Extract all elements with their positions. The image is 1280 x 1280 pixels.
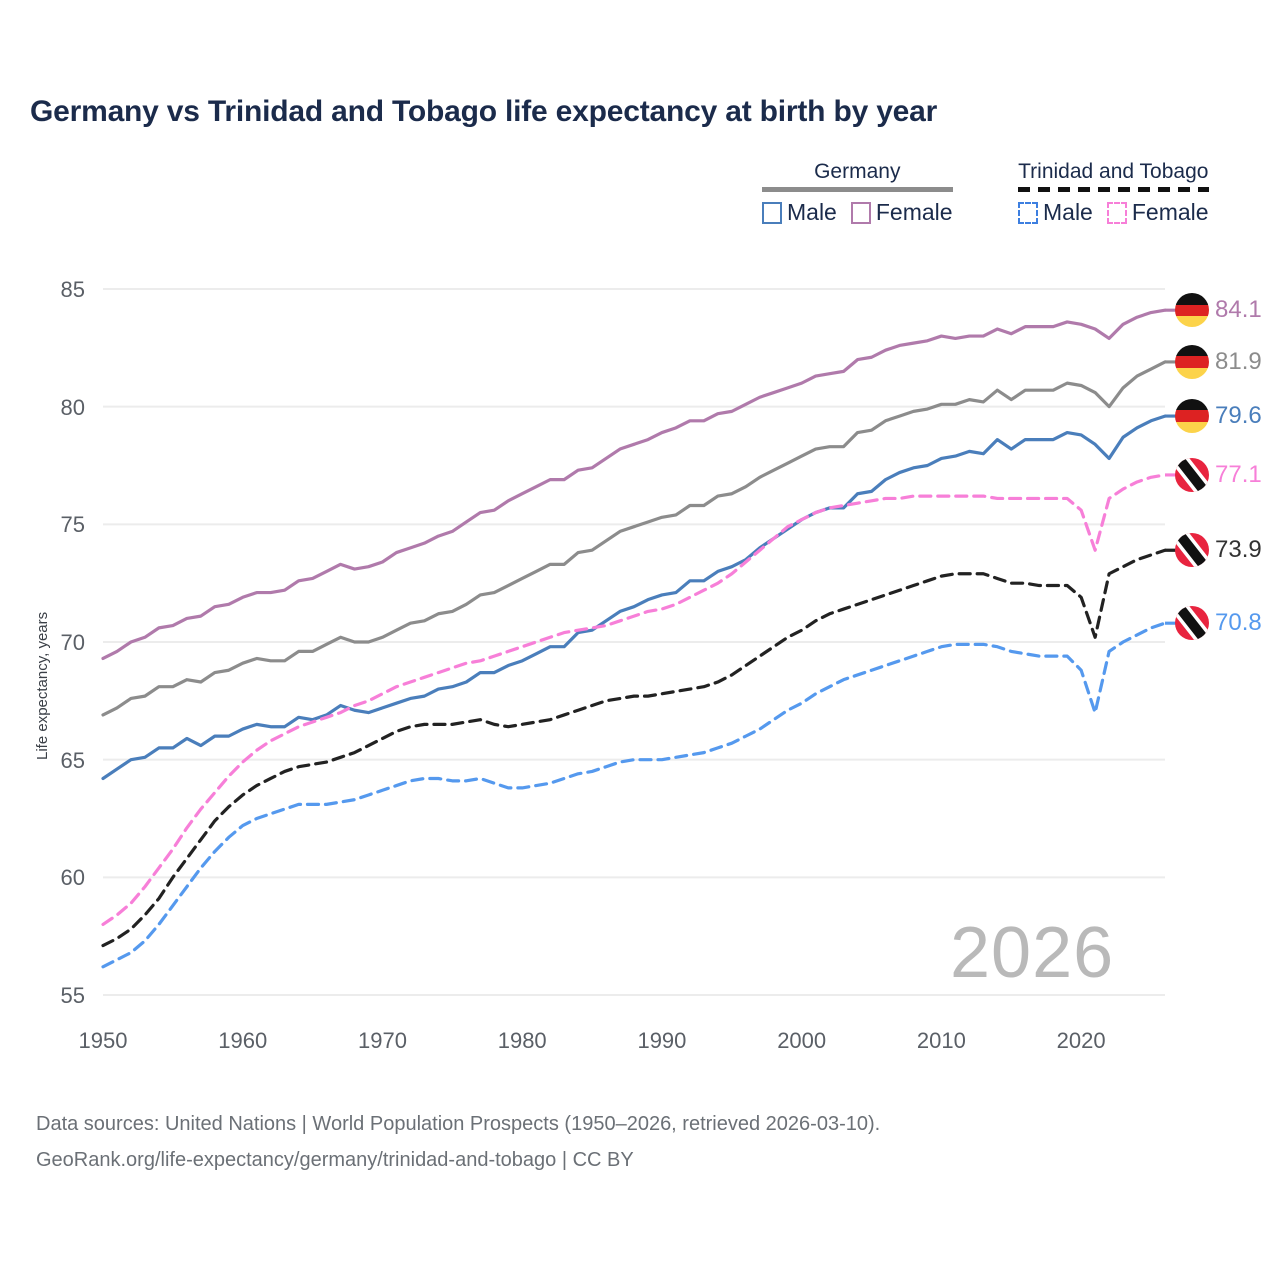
series-line-germany-male <box>101 414 1167 781</box>
series-line-germany-female <box>101 308 1167 661</box>
flag-icon-trinidad-and-tobago <box>1175 533 1209 568</box>
series-end-value: 79.6 <box>1215 402 1262 430</box>
legend-items: Male Female <box>1018 199 1209 226</box>
series-end-label: 84.1 <box>1175 293 1262 328</box>
series-end-value: 84.1 <box>1215 296 1262 324</box>
legend-item-label: Male <box>1043 199 1093 225</box>
series-end-label: 70.8 <box>1175 606 1262 641</box>
series-end-label: 79.6 <box>1175 399 1262 434</box>
y-axis-tick-label: 70 <box>60 630 85 655</box>
y-axis-tick-label: 55 <box>60 983 85 1008</box>
footer-attribution: GeoRank.org/life-expectancy/germany/trin… <box>36 1149 634 1171</box>
y-axis-title: Life expectancy, years <box>34 611 51 760</box>
legend-country-label: Trinidad and Tobago <box>1018 160 1209 183</box>
series-end-value: 70.8 <box>1215 609 1262 637</box>
x-axis-tick-label: 1960 <box>218 1028 268 1053</box>
legend-item-label: Male <box>787 199 837 225</box>
flag-icon-germany <box>1175 293 1209 328</box>
legend-item-label: Female <box>875 199 953 225</box>
legend-item-female[interactable]: Female <box>1106 199 1209 226</box>
series-end-label: 77.1 <box>1175 457 1262 492</box>
flag-icon-germany <box>1175 344 1209 379</box>
legend-item-female[interactable]: Female <box>850 199 953 226</box>
legend-items: Male Female <box>762 199 953 226</box>
legend-swatch-icon <box>850 201 871 224</box>
y-axis-tick-label: 85 <box>60 277 85 302</box>
legend-swatch-icon <box>762 201 782 224</box>
year-watermark: 2026 <box>950 913 1115 993</box>
x-axis-tick-label: 1990 <box>637 1028 687 1053</box>
flag-icon-trinidad-and-tobago <box>1175 457 1209 492</box>
x-axis-tick-label: 2010 <box>916 1028 966 1053</box>
legend-country-rule <box>762 187 953 192</box>
x-axis-tick-label: 2020 <box>1056 1028 1106 1053</box>
footer: Data sources: United Nations | World Pop… <box>36 1106 880 1178</box>
legend: Germany Male Female Trinidad and Tobago Male… <box>740 160 1260 240</box>
x-axis-tick-label: 1950 <box>78 1028 128 1053</box>
flag-icon-trinidad-and-tobago <box>1175 606 1209 641</box>
legend-item-label: Female <box>1131 199 1209 225</box>
legend-country-rule <box>1018 187 1209 192</box>
legend-item-male[interactable]: Male <box>1018 199 1093 226</box>
series-end-value: 77.1 <box>1215 460 1262 488</box>
series-end-value: 73.9 <box>1215 536 1262 564</box>
x-axis-tick-label: 1970 <box>357 1028 407 1053</box>
legend-group-trinidad-and-tobago: Trinidad and Tobago Male Female <box>1018 160 1209 226</box>
x-axis-tick-label: 2000 <box>777 1028 827 1053</box>
y-axis-tick-label: 60 <box>60 865 85 891</box>
series-line-trinidad-and-tobago-total <box>101 548 1167 948</box>
series-line-trinidad-and-tobago-female <box>101 473 1167 926</box>
page-title: Germany vs Trinidad and Tobago life expe… <box>30 95 938 128</box>
legend-item-male[interactable]: Male <box>762 199 837 226</box>
y-axis-tick-label: 80 <box>60 394 85 420</box>
x-axis-tick-label: 1980 <box>497 1028 547 1053</box>
footer-data-source: Data sources: United Nations | World Pop… <box>36 1113 881 1135</box>
legend-country-label: Germany <box>814 160 901 183</box>
legend-group-germany: Germany Male Female <box>762 160 953 226</box>
flag-icon-germany <box>1175 399 1209 434</box>
legend-swatch-icon <box>1018 201 1038 224</box>
legend-swatch-icon <box>1106 201 1127 224</box>
series-end-value: 81.9 <box>1215 347 1262 375</box>
y-axis-tick-label: 75 <box>60 512 85 538</box>
series-line-germany-total <box>101 360 1167 717</box>
y-axis-tick-label: 65 <box>60 747 85 773</box>
series-end-label: 73.9 <box>1175 533 1262 568</box>
series-end-label: 81.9 <box>1175 344 1262 379</box>
series-line-trinidad-and-tobago-male <box>101 621 1167 969</box>
